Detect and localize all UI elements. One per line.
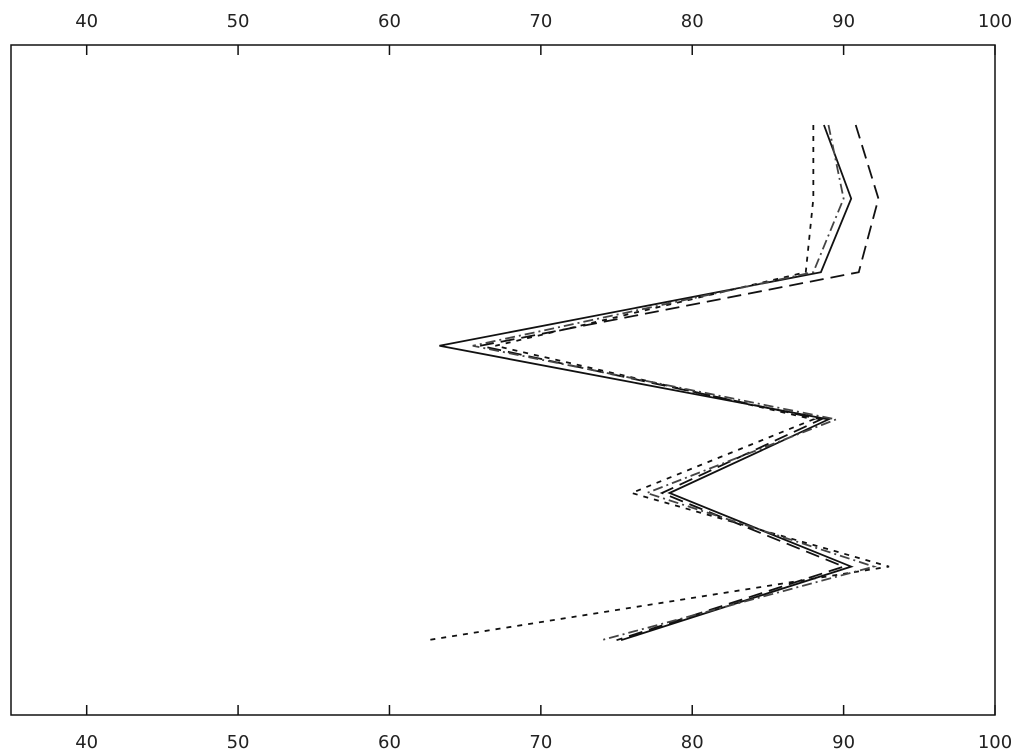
plot-frame xyxy=(11,45,995,715)
x-tick-label-bottom: 40 xyxy=(75,732,98,753)
x-tick-label-bottom: 70 xyxy=(529,732,552,753)
x-tick-label-top: 50 xyxy=(227,11,250,32)
x-tick-label-bottom: 90 xyxy=(832,732,855,753)
series-line xyxy=(439,125,851,640)
x-tick-label-bottom: 80 xyxy=(681,732,704,753)
series-line xyxy=(480,125,878,640)
series-line xyxy=(427,125,889,640)
x-tick-label-bottom: 100 xyxy=(978,732,1012,753)
x-tick-label-bottom: 50 xyxy=(227,732,250,753)
x-tick-label-top: 80 xyxy=(681,11,704,32)
x-tick-label-top: 40 xyxy=(75,11,98,32)
x-tick-label-bottom: 60 xyxy=(378,732,401,753)
chart: 40 40 50 50 60 60 70 70 80 80 90 90 100 100 xyxy=(0,0,1023,755)
x-tick-label-top: 90 xyxy=(832,11,855,32)
x-tick-label-top: 70 xyxy=(529,11,552,32)
x-tick-label-top: 60 xyxy=(378,11,401,32)
x-tick-label-top: 100 xyxy=(978,11,1012,32)
